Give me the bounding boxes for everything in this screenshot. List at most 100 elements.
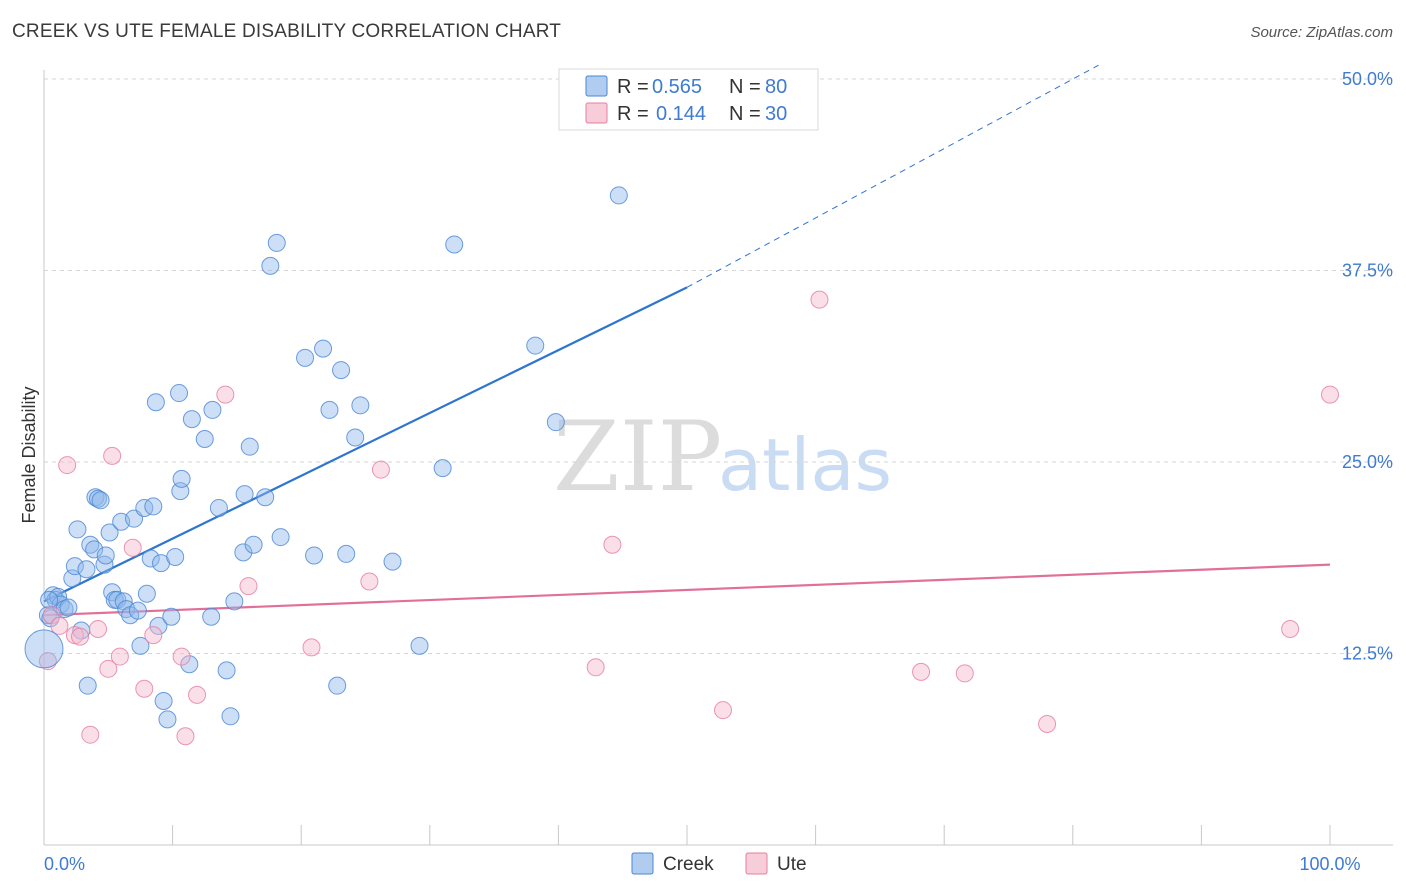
point-ute [371, 460, 390, 479]
series-legend-label-creek: Creek [663, 854, 714, 875]
point-creek [41, 609, 60, 628]
point-creek [267, 233, 286, 252]
point-creek [195, 430, 214, 449]
chart-title: CREEK VS UTE FEMALE DISABILITY CORRELATI… [12, 21, 562, 42]
point-creek [234, 543, 253, 562]
point-creek [59, 598, 78, 617]
point-creek [40, 590, 59, 609]
point-creek [328, 676, 347, 695]
point-ute [172, 647, 191, 666]
stats-legend: R = 0.565 N = 80 R = 0.144 N = 30 [558, 68, 819, 131]
point-ute [135, 679, 154, 698]
point-ute [1321, 385, 1339, 404]
point-creek [305, 546, 324, 565]
point-creek [158, 710, 177, 729]
y-tick-labels: 12.5% 25.0% 37.5% 50.0% [1342, 69, 1393, 664]
point-ute [38, 652, 57, 671]
point-creek [546, 413, 565, 432]
point-ute [123, 538, 142, 557]
point-ute [99, 659, 118, 678]
point-creek [146, 393, 165, 412]
point-creek [244, 535, 263, 554]
point-creek [235, 485, 254, 504]
point-ute [714, 701, 733, 720]
point-creek [526, 336, 545, 355]
point-ute [302, 638, 321, 657]
point-creek [240, 437, 259, 456]
point-creek [203, 400, 222, 419]
point-creek [68, 520, 87, 539]
point-creek [135, 498, 154, 517]
point-creek-cluster [24, 629, 64, 669]
point-ute [216, 385, 235, 404]
point-creek [314, 339, 333, 358]
point-creek [320, 400, 339, 419]
point-creek [256, 488, 275, 507]
y-axis-label: Female Disability [19, 386, 39, 523]
point-creek [77, 560, 96, 579]
y-tick-label: 50.0% [1342, 69, 1393, 89]
point-creek [141, 549, 160, 568]
point-ute [110, 647, 129, 666]
point-ute [360, 572, 379, 591]
point-creek [85, 540, 104, 559]
point-creek [202, 607, 221, 626]
point-creek [182, 410, 201, 429]
series-legend-swatch-ute [745, 852, 768, 875]
point-ute [81, 725, 100, 744]
axes [43, 70, 1393, 846]
point-creek [383, 552, 402, 571]
watermark-atlas: atlas [718, 423, 892, 507]
point-ute [955, 664, 974, 683]
point-ute [912, 662, 931, 681]
point-creek [91, 491, 110, 510]
point-creek [225, 592, 244, 611]
point-creek [96, 546, 115, 565]
x-tick-label: 100.0% [1299, 854, 1360, 874]
legend-n-label-creek: N = [729, 76, 761, 98]
point-creek [351, 396, 370, 415]
point-ute [239, 577, 258, 596]
legend-n-value-creek: 80 [765, 76, 787, 98]
point-creek [108, 590, 127, 609]
point-creek [38, 606, 57, 625]
point-creek [410, 636, 429, 655]
point-creek [154, 691, 173, 710]
trend-lines [43, 64, 1331, 617]
point-creek [100, 523, 119, 542]
legend-n-value-ute: 30 [765, 103, 787, 125]
point-creek [296, 348, 315, 367]
point-ute [603, 535, 622, 554]
legend-r-value-creek: 0.565 [652, 76, 702, 98]
point-creek [65, 557, 84, 576]
legend-r-value-ute: 0.144 [656, 103, 706, 125]
y-tick-label: 12.5% [1342, 644, 1393, 664]
y-tick-label: 25.0% [1342, 452, 1393, 472]
watermark-zip: ZIP [553, 401, 722, 513]
trend-line-extension-creek [686, 64, 1099, 288]
point-creek [337, 544, 356, 563]
legend-r-label-ute: R = [617, 103, 649, 125]
point-creek [346, 428, 365, 447]
point-creek [131, 636, 150, 655]
point-creek [137, 584, 156, 603]
point-ute [103, 446, 122, 465]
point-creek [144, 497, 163, 516]
point-creek [170, 384, 189, 403]
point-ute [1038, 714, 1057, 733]
point-creek [221, 707, 240, 726]
legend-swatch-creek [585, 75, 608, 97]
series-legend: Creek Ute [631, 852, 807, 875]
point-ute [58, 456, 77, 475]
point-ute [1281, 619, 1300, 638]
series-legend-swatch-creek [631, 852, 654, 875]
point-creek [149, 616, 168, 635]
point-creek [217, 661, 236, 680]
point-ute [144, 626, 163, 645]
point-creek [78, 676, 97, 695]
point-ute [810, 290, 829, 309]
point-creek [172, 469, 191, 488]
series-legend-label-ute: Ute [777, 854, 807, 875]
legend-swatch-ute [585, 102, 608, 124]
point-creek [166, 547, 185, 566]
